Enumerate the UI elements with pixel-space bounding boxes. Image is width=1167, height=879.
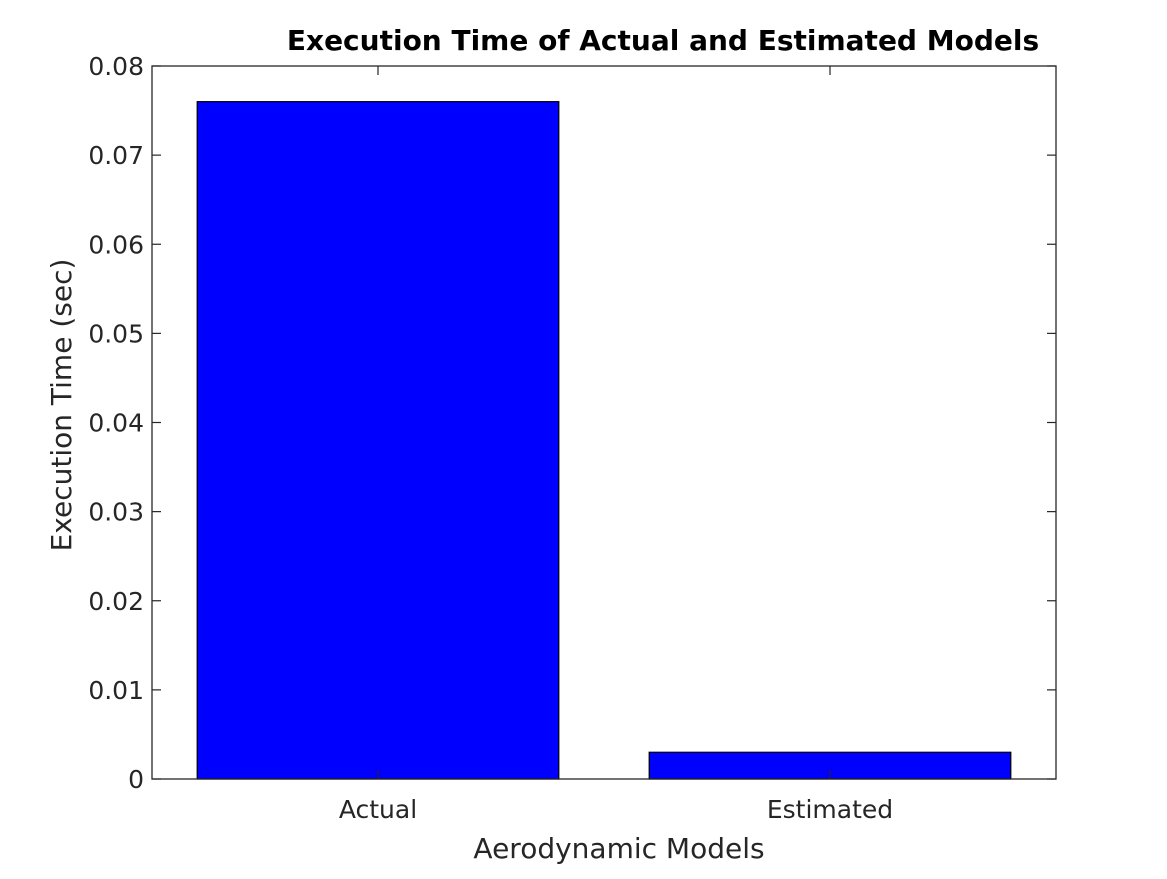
y-tick-label: 0.05 bbox=[88, 319, 144, 348]
y-axis-label: Execution Time (sec) bbox=[45, 259, 78, 552]
x-axis-label: Aerodynamic Models bbox=[473, 832, 764, 865]
y-tick-label: 0.02 bbox=[88, 587, 144, 616]
x-tick-label: Actual bbox=[339, 795, 417, 824]
x-tick-label: Estimated bbox=[767, 795, 893, 824]
y-tick-label: 0.06 bbox=[88, 230, 144, 259]
plot-frame bbox=[151, 65, 1057, 780]
bars-layer bbox=[196, 101, 1012, 780]
y-tick-label: 0.04 bbox=[88, 409, 144, 438]
y-tick-label: 0 bbox=[128, 765, 144, 794]
y-tick-label: 0.03 bbox=[88, 498, 144, 527]
bar-actual bbox=[196, 101, 560, 780]
chart-title: Execution Time of Actual and Estimated M… bbox=[287, 24, 1039, 57]
y-tick-label: 0.01 bbox=[88, 676, 144, 705]
y-tick-label: 0.08 bbox=[88, 52, 144, 81]
ticks-layer: Actual Estimated 0 0.01 0.02 0.03 0.04 0.05 0.06… bbox=[88, 52, 1056, 824]
y-tick-label: 0.07 bbox=[88, 141, 144, 170]
